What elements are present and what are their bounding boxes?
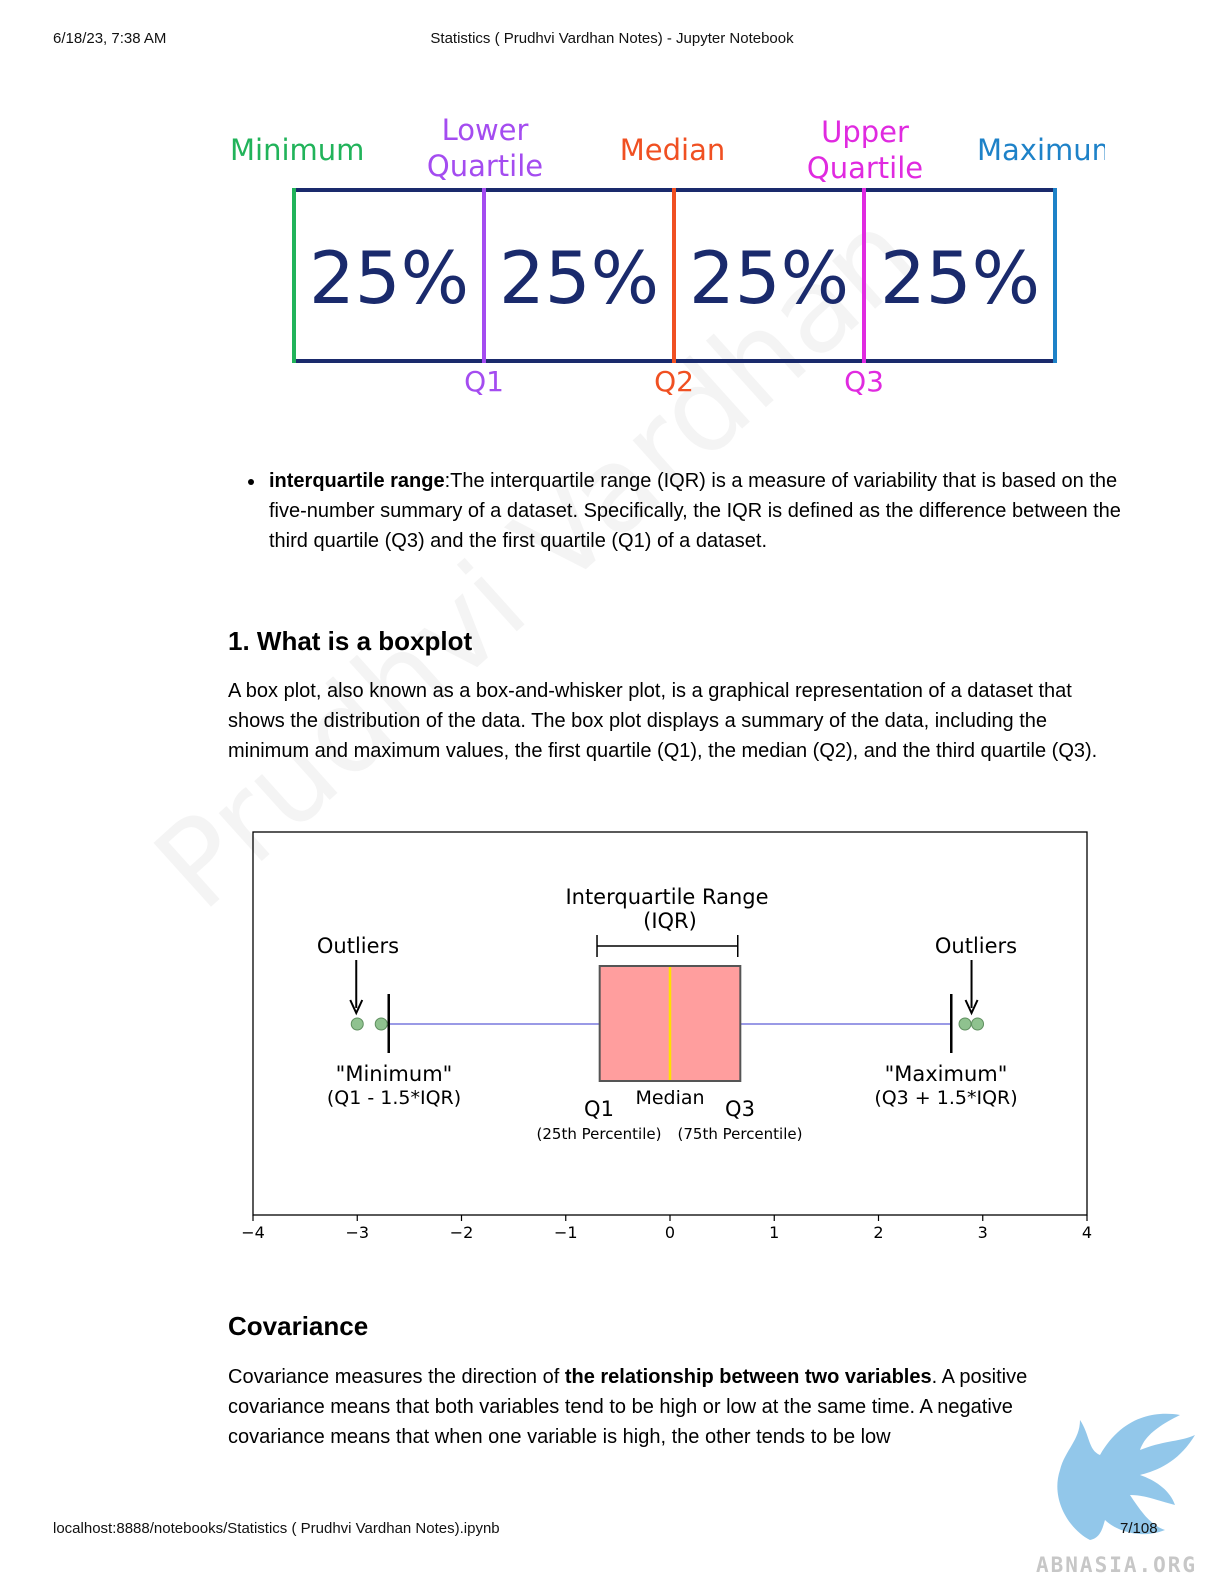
outliers-right-arrow-head (964, 999, 979, 1016)
outliers-left-arrow-head (349, 999, 364, 1016)
q3-label: Q3 (725, 1097, 755, 1121)
covariance-paragraph: Covariance measures the direction of the… (228, 1362, 1078, 1452)
q1-percentile-label: (25th Percentile) (537, 1125, 662, 1143)
print-page-title: Statistics ( Prudhvi Vardhan Notes) - Ju… (430, 30, 794, 47)
print-url: localhost:8888/notebooks/Statistics ( Pr… (53, 1520, 500, 1537)
segment-percent: 25% (499, 236, 659, 320)
outliers-left-label: Outliers (317, 934, 399, 958)
x-tick-label: 0 (665, 1223, 675, 1242)
iqr-title-line2: (IQR) (643, 909, 697, 933)
griffin-logo-icon (1057, 1413, 1195, 1540)
outlier-point (958, 1017, 972, 1031)
boxplot-paragraph: A box plot, also known as a box-and-whis… (228, 680, 1098, 762)
label-upper-quartile: Upper Quartile (806, 115, 924, 185)
maximum-label: "Maximum" (885, 1062, 1008, 1086)
covariance-heading: Covariance (228, 1311, 369, 1341)
minimum-label: "Minimum" (336, 1062, 453, 1086)
label-minimum: Minimum (230, 133, 365, 167)
x-tick-label: 1 (769, 1223, 779, 1242)
label-lower-quartile: Lower Quartile (426, 113, 544, 183)
segment-percent: 25% (689, 236, 849, 320)
logo-text: ABNASIA.ORG (1036, 1553, 1198, 1577)
x-tick-label: 4 (1082, 1223, 1092, 1242)
iqr-term: interquartile range (269, 470, 445, 492)
median-label: Median (635, 1087, 704, 1109)
quartile-diagram: Minimum Lower Quartile Median Upper Quarti… (220, 108, 1120, 408)
x-tick-label: −3 (345, 1223, 369, 1242)
boxplot-chart: −4 −3 −2 −1 0 1 2 3 4 Interquartile Range (IQR) … (241, 831, 1092, 1242)
minimum-formula: (Q1 - 1.5*IQR) (327, 1087, 461, 1109)
maximum-formula: (Q3 + 1.5*IQR) (874, 1087, 1017, 1109)
x-tick-label: −1 (554, 1223, 578, 1242)
quartile-box: 25% 25% 25% 25% Q1 Q2 Q3 (292, 188, 1057, 398)
x-tick-label: 2 (873, 1223, 883, 1242)
boxplot-figure: −4 −3 −2 −1 0 1 2 3 4 Interquartile Range (IQR) … (230, 820, 1110, 1250)
q1-label: Q1 (584, 1097, 614, 1121)
x-tick-label: −2 (450, 1223, 474, 1242)
iqr-definition: :The interquartile range (IQR) is a meas… (269, 470, 1121, 552)
q3-percentile-label: (75th Percentile) (678, 1125, 803, 1143)
label-maximum: Maximum (977, 133, 1105, 167)
page-number: 7/108 (1120, 1520, 1158, 1537)
x-tick-label: −4 (241, 1223, 265, 1242)
label-median: Median (619, 133, 726, 167)
print-datetime: 6/18/23, 7:38 AM (53, 30, 167, 47)
iqr-title-line1: Interquartile Range (565, 885, 768, 909)
segment-percent: 25% (309, 236, 469, 320)
list-item: interquartile range:The interquartile ra… (248, 466, 1128, 556)
covariance-text: Covariance measures the direction of (228, 1366, 565, 1388)
marker-q2: Q2 (654, 365, 694, 398)
segment-percent: 25% (880, 236, 1040, 320)
iqr-bullet-list: interquartile range:The interquartile ra… (248, 466, 1128, 556)
outlier-point (350, 1017, 364, 1031)
x-tick-label: 3 (978, 1223, 988, 1242)
covariance-text-continued: . A positive covariance means that both … (228, 1366, 1028, 1448)
outliers-right-label: Outliers (935, 934, 1017, 958)
marker-q3: Q3 (844, 365, 884, 398)
outlier-point (374, 1017, 388, 1031)
outlier-point (971, 1017, 985, 1031)
boxplot-heading: 1. What is a boxplot (228, 626, 473, 656)
marker-q1: Q1 (464, 365, 504, 398)
covariance-bold-text: the relationship between two variables (564, 1366, 932, 1388)
